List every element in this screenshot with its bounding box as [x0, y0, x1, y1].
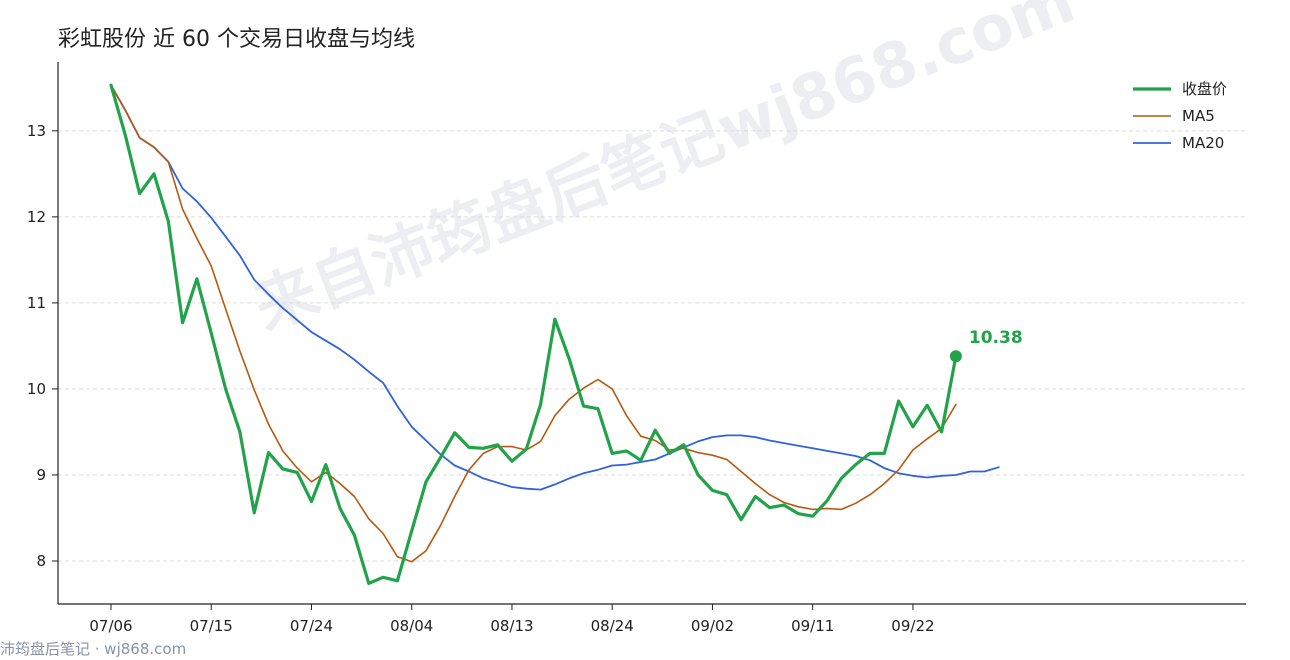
y-tick-label: 12 — [27, 208, 46, 226]
y-tick-label: 9 — [36, 466, 46, 484]
legend: 收盘价 MA5 MA20 — [1133, 80, 1227, 152]
series-lines — [109, 83, 1000, 586]
y-tick-label: 13 — [27, 122, 46, 140]
x-tick-label: 09/11 — [791, 617, 834, 635]
x-tick-label: 08/24 — [591, 617, 634, 635]
last-value-dot — [949, 350, 962, 363]
y-tick-label: 8 — [36, 552, 46, 570]
series-line-ma5 — [110, 84, 957, 563]
y-tick-label: 11 — [27, 294, 46, 312]
x-tick-label: 07/06 — [89, 617, 132, 635]
footer-source: 沛筠盘后笔记 · wj868.com — [0, 640, 186, 658]
legend-label: MA20 — [1182, 134, 1224, 152]
series-line-close — [109, 83, 958, 586]
grid — [58, 130, 1246, 562]
series-line-ma20 — [110, 84, 1000, 491]
last-value-marker: 10.38 — [949, 328, 1023, 363]
legend-label: MA5 — [1182, 107, 1215, 125]
chart-title: 彩虹股份 近 60 个交易日收盘与均线 — [58, 27, 415, 52]
y-tick-label: 10 — [27, 380, 46, 398]
x-axis-ticks: 07/06 07/15 07/24 08/04 08/13 08/24 09/02 09/11… — [89, 604, 935, 635]
x-tick-label: 08/04 — [390, 617, 433, 635]
axes — [57, 62, 1246, 605]
y-axis-ticks: 8 9 10 11 12 13 — [27, 122, 58, 570]
x-tick-label: 09/22 — [891, 617, 934, 635]
legend-label: 收盘价 — [1182, 80, 1227, 98]
x-tick-label: 07/24 — [290, 617, 333, 635]
x-tick-label: 08/13 — [490, 617, 533, 635]
x-tick-label: 09/02 — [691, 617, 734, 635]
x-tick-label: 07/15 — [190, 617, 233, 635]
last-value-label: 10.38 — [969, 328, 1023, 348]
